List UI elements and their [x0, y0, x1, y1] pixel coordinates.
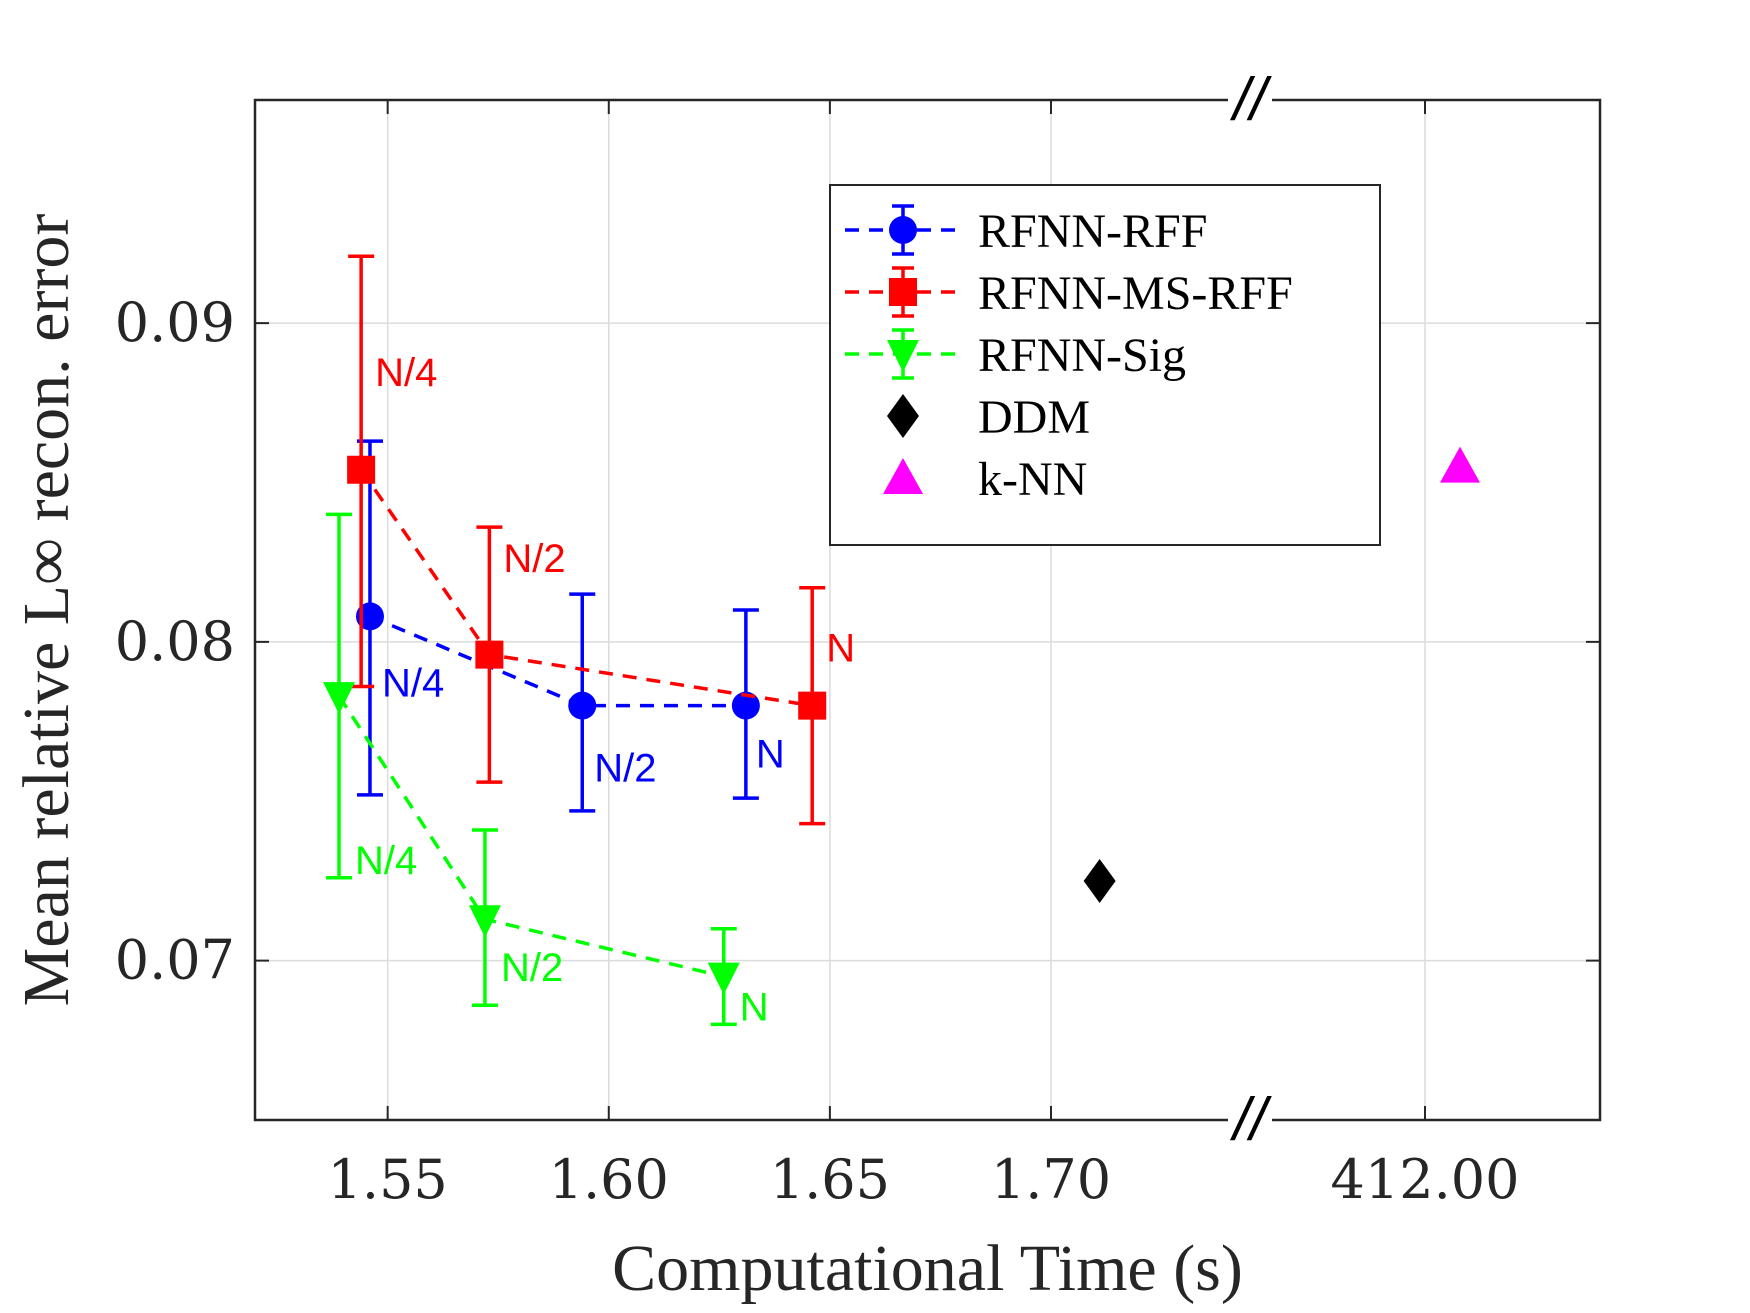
data-point: [568, 691, 597, 720]
legend-marker: [889, 278, 917, 306]
y-tick-label: 0.08: [115, 610, 235, 673]
data-point: [1083, 858, 1116, 903]
data-point: [798, 691, 827, 720]
series-rfnn-ms-rff: N/4 N/2 N: [347, 254, 855, 826]
y-tick-label: 0.09: [115, 291, 235, 354]
data-point: [1440, 446, 1480, 483]
data-point: [475, 640, 504, 669]
point-annotation: N/2: [501, 946, 563, 990]
legend: RFNN-RFF RFNN-MS-RFF RFNN-Sig DDM k-NN: [829, 184, 1381, 546]
data-point: [323, 682, 356, 715]
y-tick-label: 0.07: [115, 929, 235, 992]
legend-label: RFNN-Sig: [978, 329, 1186, 382]
series-rfnn-rff: N/4 N/2 N: [355, 439, 785, 813]
point-annotation: N: [740, 986, 769, 1030]
legend-label: DDM: [978, 391, 1090, 444]
series-line: [369, 614, 746, 708]
data-point: [468, 905, 501, 938]
legend-item: DDM: [887, 391, 1090, 444]
point-annotation: N/4: [382, 661, 444, 705]
axis-break-gap: [1228, 1116, 1272, 1124]
x-tick-label: 1.65: [770, 1148, 890, 1211]
legend-item: RFNN-MS-RFF: [845, 266, 1293, 320]
y-axis-label: Mean relative L∞ recon. error: [10, 214, 83, 1007]
legend-item: RFNN-Sig: [845, 328, 1186, 382]
series-ddm: [1083, 858, 1116, 903]
x-axis-label: Computational Time (s): [612, 1232, 1243, 1305]
legend-marker: [883, 458, 923, 494]
point-annotation: N/2: [503, 537, 565, 581]
x-tick-label: 1.60: [549, 1148, 669, 1211]
axis-break-mark: //: [1229, 66, 1272, 133]
series-line: [337, 695, 725, 979]
series: N/4 N/2 N N/4 N/2 N N/4 N/2 N: [323, 254, 1480, 1030]
axis-ticks: 1.55 1.60 1.65 1.70 412.00 0.07 0.08 0.09: [115, 100, 1600, 1211]
legend-item: RFNN-RFF: [845, 204, 1207, 258]
data-point: [731, 691, 760, 720]
legend-marker: [889, 216, 917, 244]
legend-label: RFNN-RFF: [978, 205, 1207, 258]
axis-break-mark: //: [1229, 1086, 1272, 1153]
x-tick-label: 1.70: [991, 1148, 1111, 1211]
x-tick-label: 1.55: [328, 1148, 448, 1211]
point-annotation: N: [826, 627, 855, 671]
point-annotation: N/2: [594, 747, 656, 791]
series-k-nn: [1440, 446, 1480, 483]
legend-marker: [887, 340, 919, 372]
point-annotation: N/4: [375, 351, 437, 395]
point-annotation: N: [756, 733, 785, 777]
data-point: [707, 962, 740, 995]
data-point: [355, 602, 384, 631]
legend-label: RFNN-MS-RFF: [978, 267, 1293, 320]
legend-marker: [887, 394, 919, 438]
legend-item: k-NN: [883, 453, 1087, 506]
point-annotation: N/4: [355, 839, 417, 883]
legend-label: k-NN: [978, 453, 1087, 506]
legend-box: [829, 184, 1381, 546]
plot-area: [253, 98, 1602, 1122]
axis-break-gap: [1228, 96, 1272, 104]
x-tick-label: 412.00: [1331, 1148, 1520, 1211]
data-point: [347, 455, 376, 484]
series-rfnn-sig: N/4 N/2 N: [323, 512, 769, 1030]
axis-break: // //: [1228, 66, 1272, 1153]
